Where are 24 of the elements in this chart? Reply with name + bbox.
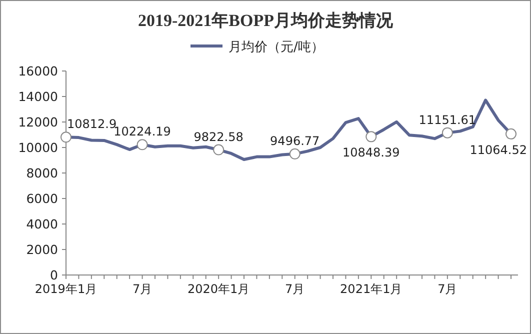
data-label: 10812.9 xyxy=(67,117,117,132)
x-tick-label: 7月 xyxy=(285,282,305,296)
data-label: 10848.39 xyxy=(342,146,400,160)
y-tick-label: 0 xyxy=(50,268,58,282)
x-tick-label: 2021年1月 xyxy=(340,282,402,296)
y-tick-label: 10000 xyxy=(18,140,58,155)
legend: 月均价（元/吨） xyxy=(190,40,324,55)
y-tick-label: 14000 xyxy=(18,89,58,104)
x-tick-label: 7月 xyxy=(132,282,152,296)
data-label: 11151.61 xyxy=(418,112,476,127)
x-tick-label: 2019年1月 xyxy=(34,282,98,296)
y-tick-label: 16000 xyxy=(18,64,58,78)
y-tick-label: 12000 xyxy=(18,114,58,130)
data-label: 9822.58 xyxy=(194,130,244,144)
y-tick-label: 4000 xyxy=(26,216,58,232)
data-label: 11064.52 xyxy=(470,142,527,157)
x-tick-label: 7月 xyxy=(438,282,458,296)
data-label: 9496.77 xyxy=(270,134,320,148)
y-tick-label: 2000 xyxy=(26,242,58,257)
y-tick-label: 8000 xyxy=(26,166,58,180)
x-tick-label: 2020年1月 xyxy=(187,282,250,296)
legend-label: 月均价（元/吨） xyxy=(228,40,324,55)
y-tick-label: 6000 xyxy=(26,191,58,206)
chart-title: 2019-2021年BOPP月均价走势情况 xyxy=(138,11,394,30)
